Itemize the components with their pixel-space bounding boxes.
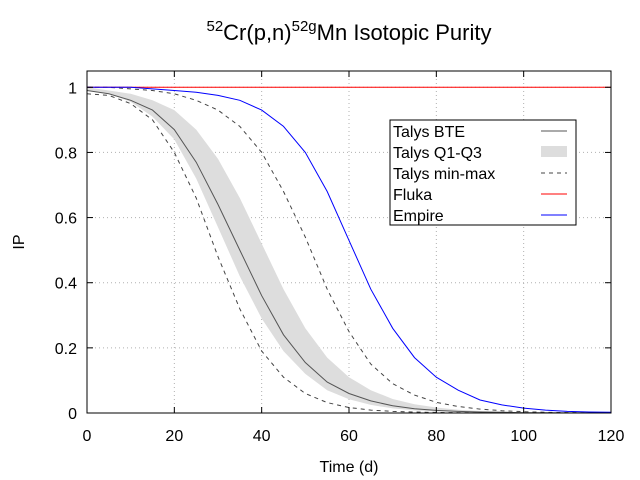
q1-q3-band-layer — [87, 87, 611, 414]
x-tick-label: 20 — [165, 428, 183, 445]
x-axis-label: Time (d) — [320, 459, 379, 476]
y-tick-label: 0 — [68, 406, 77, 423]
title-superscript-mass-mn: 52g — [292, 18, 317, 35]
legend-label-fluka: Fluka — [393, 187, 432, 204]
legend-label-empire: Empire — [393, 208, 444, 225]
x-tick-label: 100 — [510, 428, 537, 445]
x-tick-label: 80 — [427, 428, 445, 445]
chart-title: 52Cr(p,n)52gMn Isotopic Purity — [206, 18, 491, 45]
legend: Talys BTE Talys Q1-Q3 Talys min-max Fluk… — [389, 119, 577, 226]
y-tick-label: 0.4 — [55, 276, 77, 293]
x-tick-label: 0 — [83, 428, 92, 445]
title-reaction: Cr(p,n) — [223, 20, 291, 45]
y-tick-label: 0.8 — [55, 145, 77, 162]
series-talys-q1-q3-band — [87, 87, 611, 414]
legend-label-talys-min-max: Talys min-max — [393, 166, 495, 183]
x-tick-label: 120 — [598, 428, 625, 445]
y-tick-label: 1 — [68, 80, 77, 97]
title-product: Mn Isotopic Purity — [317, 20, 492, 45]
y-tick-label: 0.2 — [55, 341, 77, 358]
legend-label-talys-bte: Talys BTE — [393, 124, 465, 141]
y-axis-label: IP — [11, 234, 28, 249]
legend-swatch-talys-q1-q3 — [541, 146, 567, 157]
tick-layer: 0 20 40 60 80 100 120 0 0.2 0.4 0.6 0.8 1 — [55, 71, 625, 445]
legend-label-talys-q1-q3: Talys Q1-Q3 — [393, 145, 482, 162]
x-tick-label: 40 — [253, 428, 271, 445]
x-tick-label: 60 — [340, 428, 358, 445]
title-superscript-mass-cr: 52 — [206, 18, 223, 35]
series-talys-min-max-upper-line — [87, 86, 612, 414]
y-tick-label: 0.6 — [55, 211, 77, 228]
